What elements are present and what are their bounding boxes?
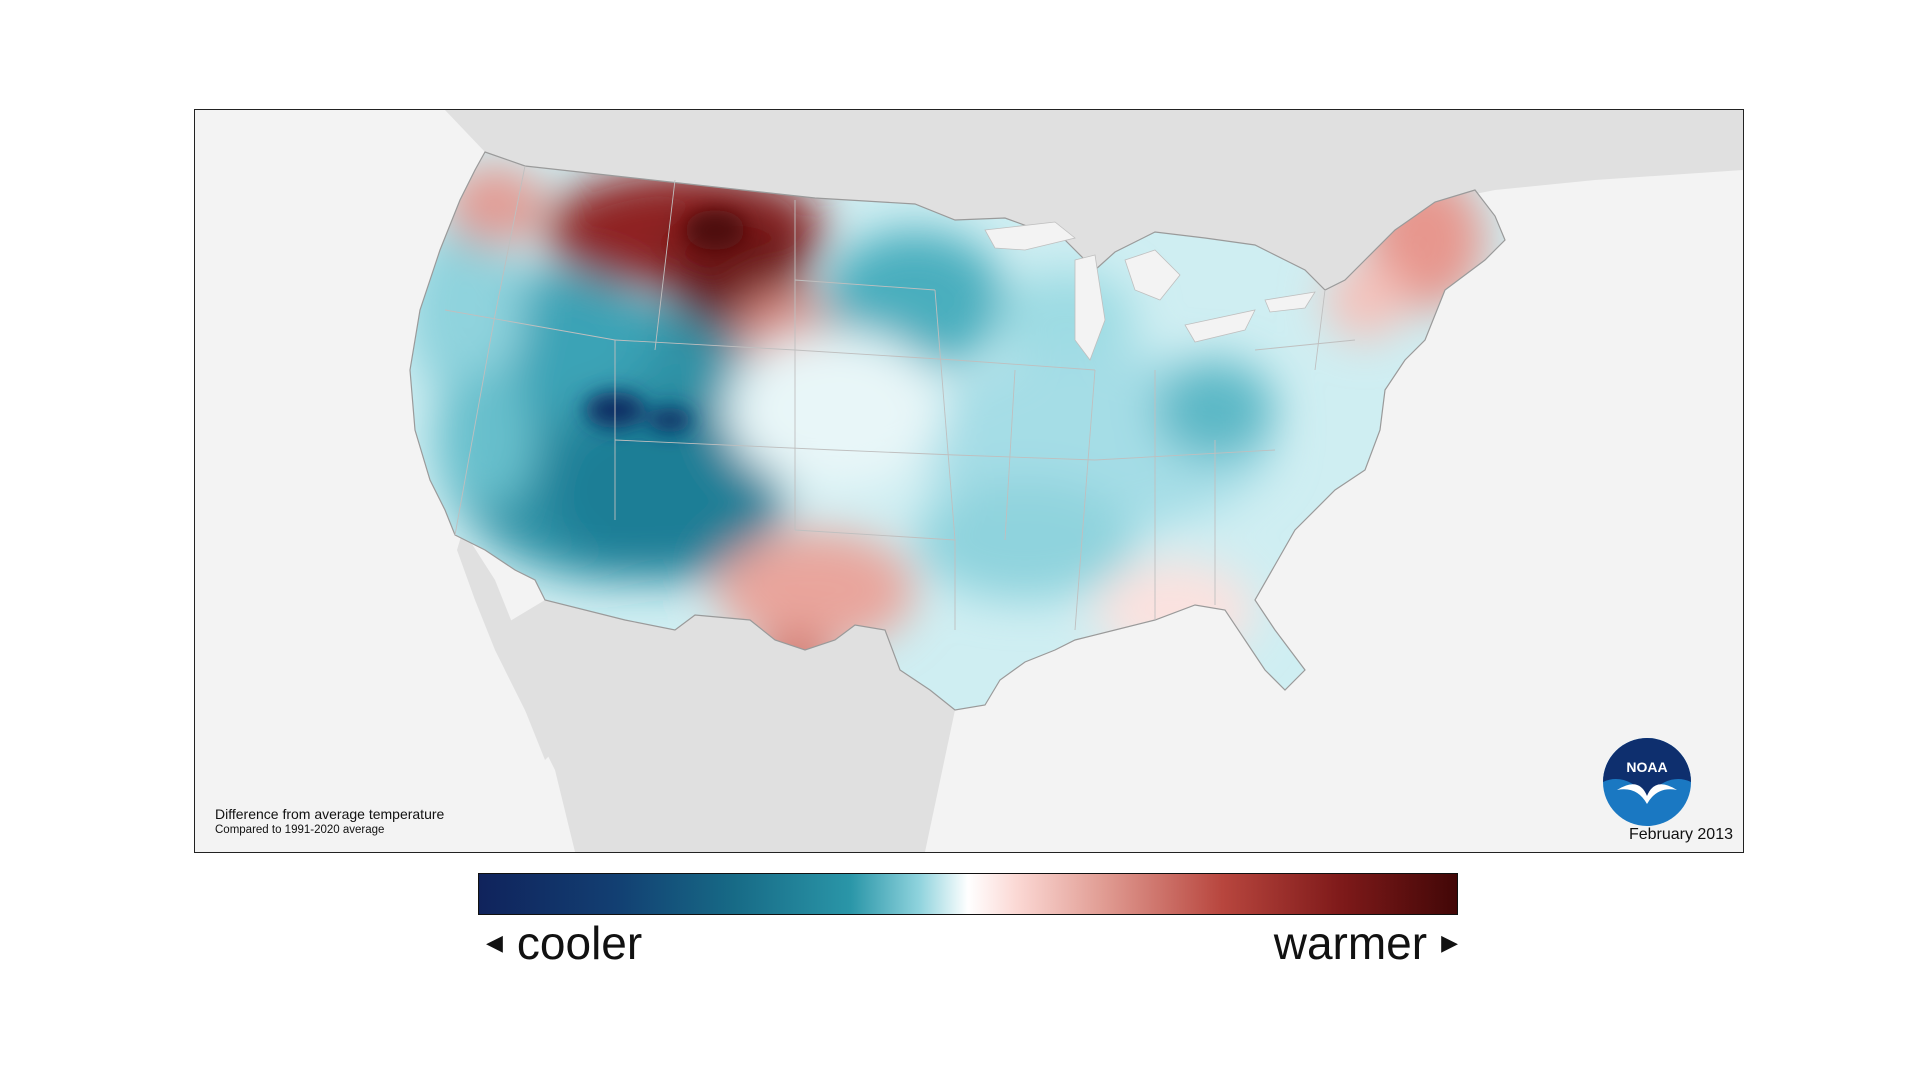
us-outline xyxy=(409,151,1506,711)
state-borders xyxy=(444,165,1356,631)
caption-title: Difference from average temperature xyxy=(215,806,445,822)
warmer-legend: warmer ▶ xyxy=(1274,915,1458,971)
great-lakes xyxy=(984,221,1316,361)
map-panel: NOAA Difference from average temperature… xyxy=(194,109,1744,853)
date-label: February 2013 xyxy=(1628,826,1733,843)
cooler-label: cooler xyxy=(516,917,643,969)
temperature-anomaly-map: NOAA xyxy=(409,110,1743,852)
cooler-legend: ◀ cooler xyxy=(486,915,642,971)
map-caption: Difference from average temperature Comp… xyxy=(215,806,444,838)
color-scale-bar xyxy=(478,873,1458,915)
noaa-logo: NOAA xyxy=(1603,738,1691,826)
triangle-right-icon: ▶ xyxy=(1441,930,1458,955)
mexico-land xyxy=(495,600,955,852)
warmer-label: warmer xyxy=(1273,917,1428,969)
caption-subtitle: Compared to 1991-2020 average xyxy=(215,824,385,836)
baja-peninsula xyxy=(457,530,555,760)
noaa-logo-text: NOAA xyxy=(1626,759,1667,775)
canada-land xyxy=(445,110,1743,290)
triangle-left-icon: ◀ xyxy=(486,930,503,955)
